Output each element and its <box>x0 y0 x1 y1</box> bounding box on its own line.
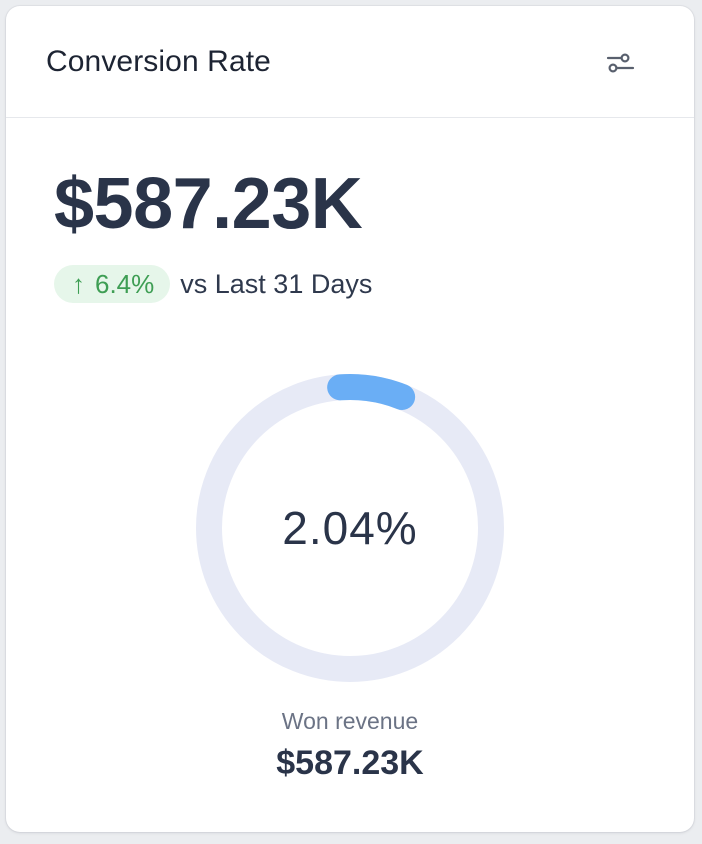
conversion-rate-card: Conversion Rate $587.23K ↑ 6.4% vs Last … <box>6 6 694 832</box>
sliders-icon <box>606 53 635 73</box>
total-value: $587.23K <box>54 164 363 244</box>
delta-row: ↑ 6.4% vs Last 31 Days <box>54 264 372 304</box>
card-header: Conversion Rate <box>6 6 694 118</box>
gauge-ring <box>196 374 504 682</box>
won-revenue-value: $587.23K <box>276 744 424 782</box>
arrow-up-icon: ↑ <box>72 268 85 299</box>
card-title: Conversion Rate <box>46 45 271 78</box>
card-body: $587.23K ↑ 6.4% vs Last 31 Days 2.04% Wo… <box>6 118 694 832</box>
won-revenue-label: Won revenue <box>281 708 419 734</box>
comparison-label: vs Last 31 Days <box>180 268 373 299</box>
delta-badge: ↑ 6.4% <box>54 265 171 303</box>
delta-percent: 6.4% <box>95 268 155 299</box>
gauge-progress <box>196 374 504 682</box>
gauge-center-value: 2.04% <box>282 502 418 554</box>
filter-button[interactable] <box>602 46 640 80</box>
conversion-gauge: 2.04% <box>194 372 506 684</box>
